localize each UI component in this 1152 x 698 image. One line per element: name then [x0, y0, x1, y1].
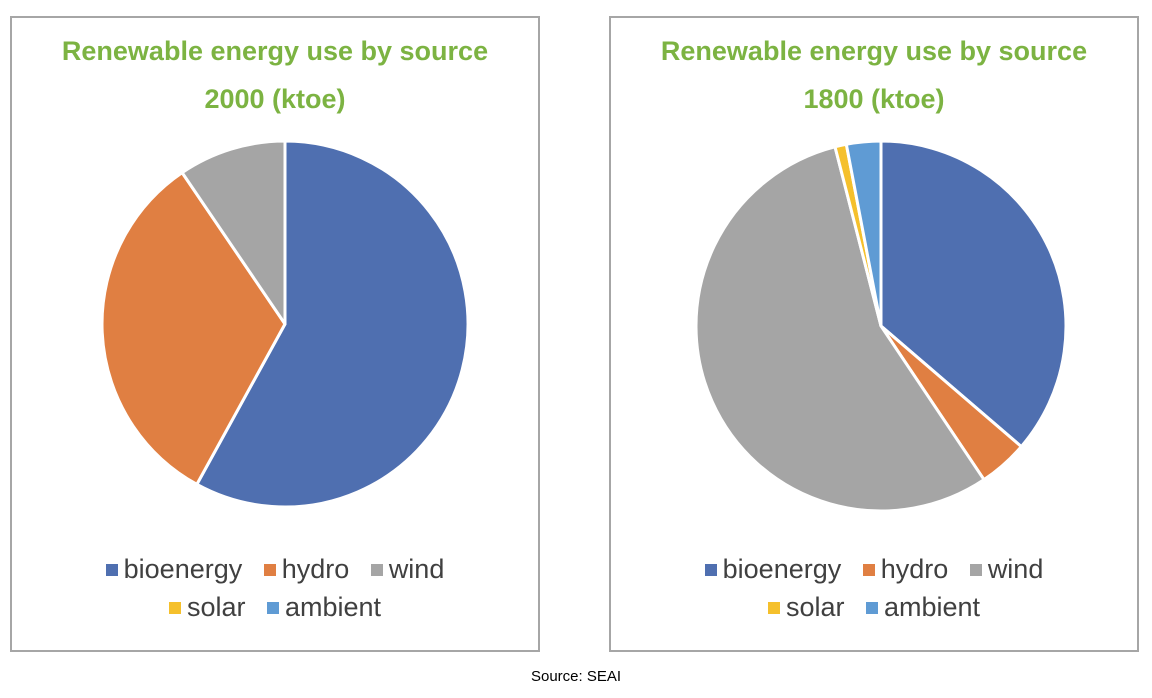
chart-panel-left: Renewable energy use by source 2000 (kto… — [10, 16, 540, 652]
legend-row-1: bioenergy hydro wind — [12, 554, 538, 584]
pie-chart-1800 — [694, 139, 1068, 513]
pie-slice-hydro — [100, 171, 287, 486]
legend-label: bioenergy — [722, 554, 842, 584]
source-note: Source: SEAI — [530, 668, 622, 685]
chart-subtitle: 1800 (ktoe) — [803, 84, 945, 114]
chart-panel-right: Renewable energy use by source 1800 (kto… — [609, 16, 1139, 652]
legend-swatch-ambient — [865, 602, 878, 614]
legend-swatch-bioenergy — [704, 564, 717, 576]
legend-label: solar — [785, 592, 845, 622]
legend-row-1: bioenergy hydro wind — [611, 554, 1137, 584]
legend-item-wind: wind — [969, 554, 1044, 584]
legend-item-hydro: hydro — [862, 554, 949, 584]
legend-swatch-bioenergy — [105, 564, 118, 576]
legend-label: hydro — [281, 554, 350, 584]
legend-label: hydro — [880, 554, 949, 584]
legend-item-hydro: hydro — [263, 554, 350, 584]
pie-slice-ambient — [844, 139, 883, 328]
legend-item-ambient: ambient — [266, 592, 382, 622]
chart-title: Renewable energy use by source — [61, 36, 489, 66]
legend-label: ambient — [284, 592, 382, 622]
legend-row-2: solar ambient — [611, 592, 1137, 622]
legend-item-ambient: ambient — [865, 592, 981, 622]
pie-slice-bioenergy — [195, 139, 470, 509]
pie-chart-2000 — [100, 139, 470, 509]
chart-title: Renewable energy use by source — [660, 36, 1088, 66]
legend-swatch-wind — [370, 564, 383, 576]
legend-item-bioenergy: bioenergy — [704, 554, 842, 584]
legend-label: bioenergy — [123, 554, 243, 584]
legend-label: wind — [987, 554, 1044, 584]
legend-item-wind: wind — [370, 554, 445, 584]
legend-label: solar — [186, 592, 246, 622]
legend-swatch-solar — [168, 602, 181, 614]
legend-item-solar: solar — [767, 592, 845, 622]
legend-item-bioenergy: bioenergy — [105, 554, 243, 584]
pie-slice-wind — [180, 139, 287, 326]
legend-label: ambient — [883, 592, 981, 622]
legend-swatch-solar — [767, 602, 780, 614]
legend-row-2: solar ambient — [12, 592, 538, 622]
pie-slice-bioenergy — [879, 139, 1068, 449]
legend-swatch-ambient — [266, 602, 279, 614]
legend-item-solar: solar — [168, 592, 246, 622]
legend-swatch-hydro — [263, 564, 276, 576]
legend-label: wind — [388, 554, 445, 584]
chart-subtitle: 2000 (ktoe) — [204, 84, 346, 114]
pie-slice-wind — [694, 145, 986, 513]
legend-swatch-hydro — [862, 564, 875, 576]
legend-swatch-wind — [969, 564, 982, 576]
